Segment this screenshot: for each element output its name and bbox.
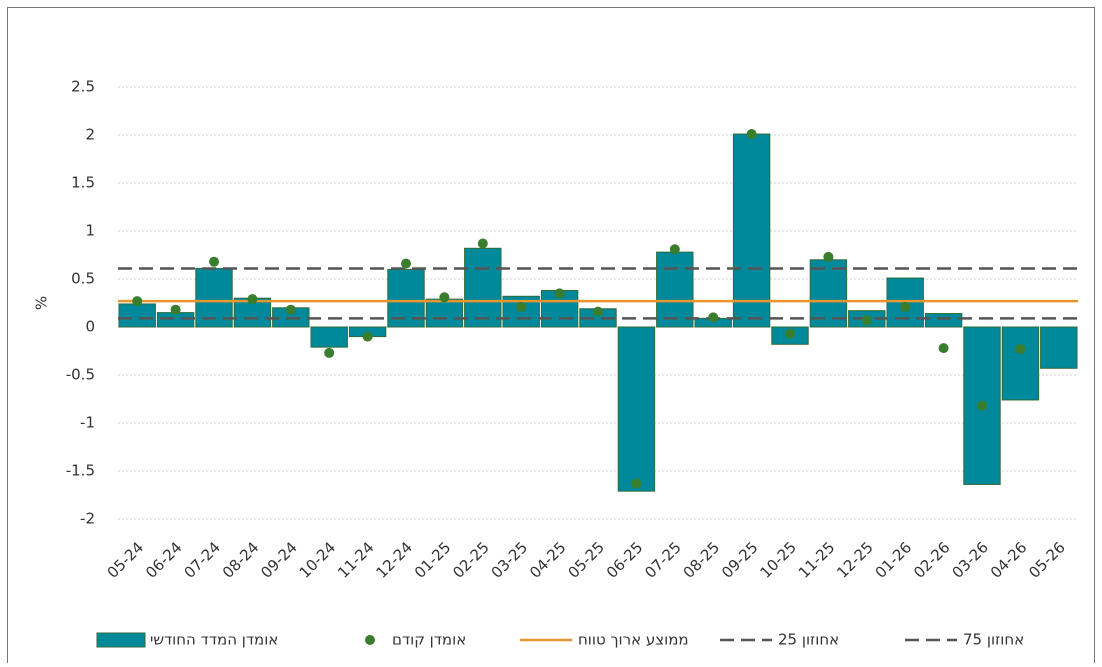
y-tick-label: -0.5 [66, 366, 95, 384]
dot [938, 343, 949, 354]
dot [977, 400, 987, 411]
dot [708, 312, 719, 323]
y-tick-label: 1 [85, 222, 95, 240]
y-tick-label: -1.5 [66, 462, 95, 480]
dot [746, 129, 757, 140]
legend-label: ממוצע ארוך טווח [578, 631, 689, 649]
y-tick-label: -1 [80, 414, 95, 432]
y-tick-label: 0.5 [71, 270, 95, 288]
y-tick-label: 2.5 [71, 78, 95, 96]
x-tick-label: 07-24 [180, 538, 224, 582]
y-tick-label: 2 [85, 126, 95, 144]
x-tick-label: 02-26 [910, 538, 954, 582]
x-tick-label: 10-25 [756, 538, 800, 582]
bar [1001, 326, 1040, 401]
dot [439, 292, 450, 303]
bar [310, 326, 348, 348]
x-tick-label: 04-26 [987, 538, 1031, 582]
frame [7, 7, 1095, 667]
x-tick-label: 09-24 [257, 538, 301, 582]
bar [464, 247, 502, 328]
legend-swatch [365, 635, 375, 645]
bar [732, 133, 771, 328]
dot [170, 304, 181, 315]
bar [617, 326, 656, 492]
x-tick-label: 05-25 [564, 538, 608, 582]
dot [132, 296, 143, 307]
dot [1015, 344, 1026, 355]
bar [540, 290, 579, 328]
x-tick-label: 03-26 [948, 538, 992, 582]
dot [362, 331, 373, 342]
y-axis-label: % [33, 296, 51, 310]
bar [118, 303, 156, 328]
legend-label: אחוזון 25 [778, 631, 839, 649]
dot [247, 294, 258, 305]
dot [631, 478, 642, 489]
x-tick-label: 01-26 [872, 538, 916, 582]
x-tick-label: 07-25 [641, 538, 685, 582]
dot [516, 301, 527, 312]
dot [669, 244, 680, 255]
dot [823, 251, 834, 262]
x-tick-label: 08-25 [680, 538, 724, 582]
dot [209, 256, 219, 267]
legend-label: אחוזון 75 [963, 631, 1024, 649]
dot [554, 288, 565, 299]
x-tick-label: 10-24 [296, 538, 340, 582]
bar [924, 313, 963, 328]
legend-label: אומדן המדד החודשי [150, 631, 278, 649]
y-tick-label: -2 [80, 510, 95, 528]
x-tick-label: 04-25 [526, 538, 570, 582]
x-tick-label: 05-24 [104, 538, 148, 582]
x-tick-label: 06-24 [142, 538, 186, 582]
x-tick-label: 01-25 [411, 538, 455, 582]
x-tick-label: 12-25 [833, 538, 877, 582]
dot [401, 258, 411, 269]
dot [593, 306, 603, 317]
dot [900, 301, 911, 312]
bar [425, 298, 464, 328]
dot [324, 347, 335, 358]
x-tick-label: 12-24 [372, 538, 416, 582]
x-tick-label: 11-24 [334, 538, 378, 582]
bar [1040, 326, 1078, 369]
dot [285, 304, 296, 315]
dot [861, 315, 872, 326]
x-tick-label: 06-25 [603, 538, 647, 582]
dot [785, 328, 795, 339]
legend-swatch [96, 632, 146, 648]
dot [477, 238, 488, 249]
x-tick-label: 03-25 [488, 538, 532, 582]
x-tick-label: 05-26 [1025, 538, 1069, 582]
x-tick-label: 09-25 [718, 538, 762, 582]
y-tick-label: 1.5 [71, 174, 95, 192]
x-tick-label: 02-25 [449, 538, 493, 582]
x-tick-label: 11-25 [795, 538, 839, 582]
x-tick-label: 08-24 [219, 538, 263, 582]
bar [156, 312, 195, 328]
bar [656, 251, 694, 328]
bar [809, 259, 848, 328]
legend-label: אומדן קודם [392, 631, 466, 649]
y-tick-label: 0 [85, 318, 95, 336]
